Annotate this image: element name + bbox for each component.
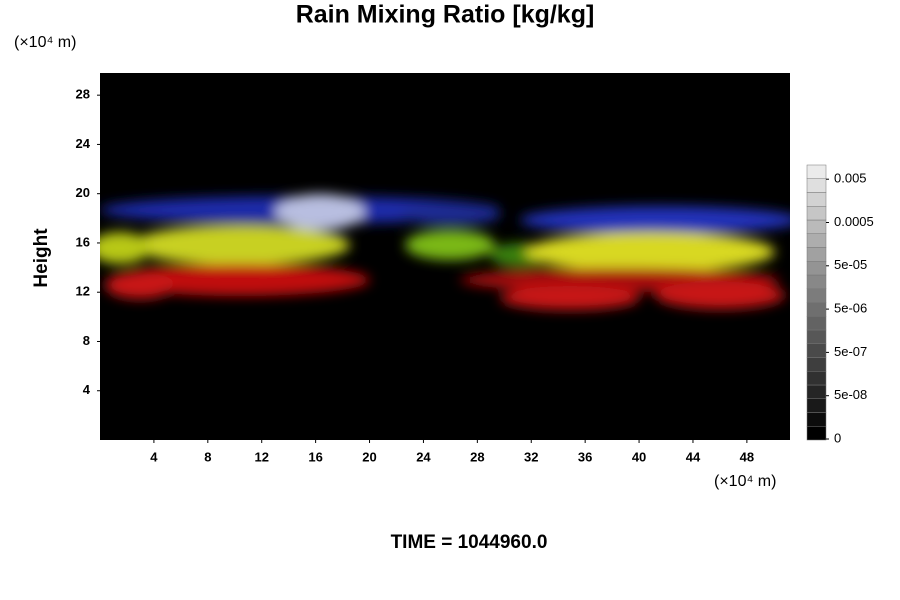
colorbar-band xyxy=(806,398,827,413)
field-blob xyxy=(110,264,370,296)
x-tick-label: 16 xyxy=(308,449,322,464)
colorbar-band xyxy=(806,426,827,441)
colorbar-band xyxy=(806,178,827,193)
field-blob xyxy=(105,271,175,299)
colorbar-band xyxy=(806,206,827,221)
rendered-field xyxy=(100,194,790,310)
colorbar-band xyxy=(806,371,827,386)
chart-title: Rain Mixing Ratio [kg/kg] xyxy=(296,1,595,29)
colorbar-band xyxy=(806,274,827,289)
colorbar-tick-label: 0.005 xyxy=(834,171,867,186)
colorbar-band xyxy=(806,343,827,358)
x-tick-label: 44 xyxy=(686,449,701,464)
colorbar-tick-label: 5e-07 xyxy=(834,344,867,359)
x-tick-label: 40 xyxy=(632,449,646,464)
x-tick-label: 24 xyxy=(416,449,431,464)
field-blob xyxy=(500,286,640,310)
colorbar-band xyxy=(806,384,827,399)
y-tick-label: 20 xyxy=(76,185,90,200)
x-tick-label: 48 xyxy=(740,449,754,464)
field-blob xyxy=(100,232,150,264)
time-label: TIME = 1044960.0 xyxy=(391,532,548,553)
colorbar-band xyxy=(806,357,827,372)
x-tick-label: 28 xyxy=(470,449,484,464)
field-blob xyxy=(405,230,495,260)
colorbar-band xyxy=(806,164,827,179)
y-tick-label: 4 xyxy=(83,382,91,397)
y-tick-label: 16 xyxy=(76,234,90,249)
field-blob xyxy=(130,225,350,265)
x-tick-label: 20 xyxy=(362,449,376,464)
y-axis-title: Height xyxy=(31,228,52,288)
colorbar-band xyxy=(806,329,827,344)
colorbar-tick-label: 5e-06 xyxy=(834,301,867,316)
colorbar-tick-label: 0 xyxy=(834,430,841,445)
colorbar-band xyxy=(806,288,827,303)
field-blob xyxy=(525,232,775,272)
field-blob xyxy=(400,205,500,225)
x-tick-label: 36 xyxy=(578,449,592,464)
y-tick-label: 8 xyxy=(83,333,90,348)
field-blob xyxy=(655,281,785,309)
y-tick-label: 24 xyxy=(76,136,91,151)
colorbar-band xyxy=(806,233,827,248)
x-unit: (×10⁴ m) xyxy=(714,473,776,490)
colorbar-tick-label: 5e-08 xyxy=(834,387,867,402)
x-tick-label: 32 xyxy=(524,449,538,464)
colorbar-band xyxy=(806,247,827,262)
field-blob xyxy=(275,194,365,230)
colorbar-band xyxy=(806,412,827,427)
x-tick-label: 8 xyxy=(204,449,211,464)
colorbar-band xyxy=(806,192,827,207)
colorbar-band xyxy=(806,261,827,276)
colorbar-tick-label: 0.0005 xyxy=(834,214,874,229)
y-tick-label: 12 xyxy=(76,284,90,299)
colorbar-band xyxy=(806,316,827,331)
colorbar-band xyxy=(806,302,827,317)
colorbar-tick-label: 5e-05 xyxy=(834,257,867,272)
field-blob xyxy=(520,206,790,234)
x-tick-label: 4 xyxy=(150,449,158,464)
y-tick-label: 28 xyxy=(76,87,90,102)
colorbar-band xyxy=(806,219,827,234)
x-tick-label: 12 xyxy=(254,449,268,464)
y-unit: (×10⁴ m) xyxy=(14,34,76,51)
